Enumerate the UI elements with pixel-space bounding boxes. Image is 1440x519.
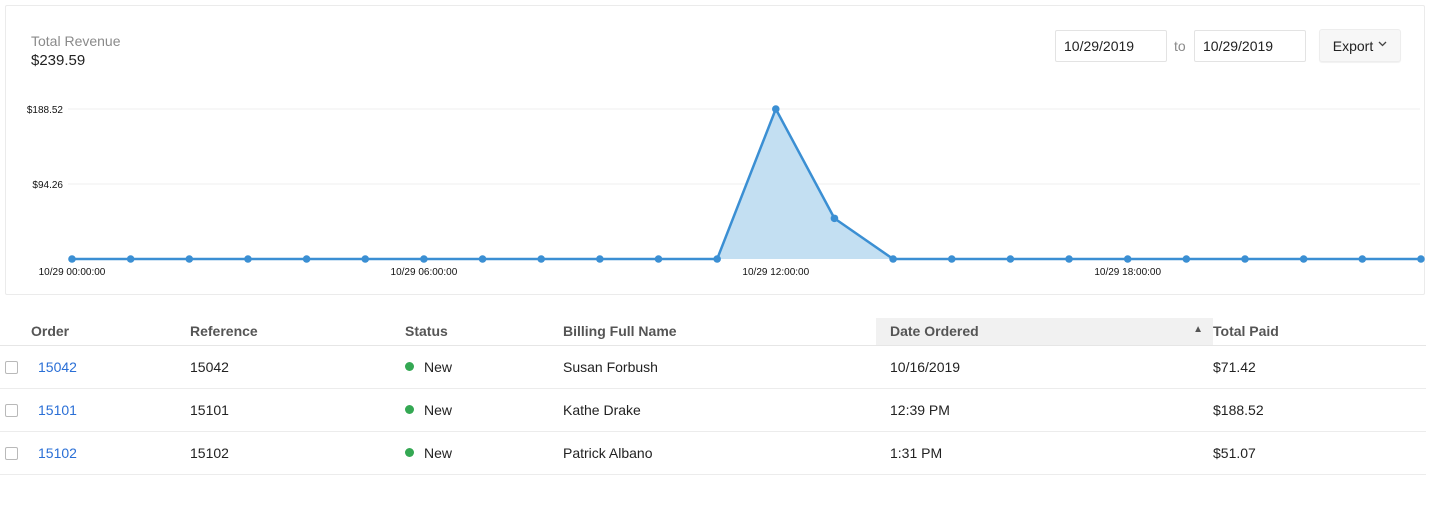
x-tick-label: 10/29 18:00:00 <box>1094 267 1161 278</box>
data-point <box>1417 255 1425 263</box>
date-range-to-label: to <box>1174 38 1186 54</box>
series-area <box>72 109 1421 259</box>
export-button-label: Export <box>1332 37 1374 54</box>
data-point <box>1065 255 1073 263</box>
data-point <box>772 105 780 113</box>
table-row[interactable]: 15101 15101 New Kathe Drake 12:39 PM $18… <box>0 388 1426 432</box>
column-header-status[interactable]: Status <box>405 318 563 346</box>
date-ordered-cell: 1:31 PM <box>876 431 1213 475</box>
date-ordered-cell: 12:39 PM <box>876 388 1213 432</box>
data-point <box>654 255 663 263</box>
row-checkbox[interactable] <box>5 361 18 375</box>
table-row[interactable]: 15102 15102 New Patrick Albano 1:31 PM $… <box>0 431 1426 475</box>
data-point <box>185 255 194 263</box>
date-ordered-cell: 10/16/2019 <box>876 345 1213 389</box>
data-point <box>1241 255 1249 263</box>
reference-cell: 15102 <box>190 431 405 475</box>
status-cell: New <box>405 388 563 432</box>
chevron-down-icon <box>1378 39 1387 50</box>
data-point <box>889 255 897 263</box>
column-header-billing-name-label: Billing Full Name <box>563 323 677 340</box>
data-point <box>302 255 311 263</box>
row-select-cell <box>0 345 27 389</box>
billing-name-cell: Kathe Drake <box>563 388 876 432</box>
x-tick-label: 10/29 00:00:00 <box>39 267 106 278</box>
data-point <box>596 255 604 263</box>
total-paid-cell: $51.07 <box>1213 431 1426 475</box>
table-row[interactable]: 15042 15042 New Susan Forbush 10/16/2019… <box>0 345 1426 389</box>
status-label: New <box>424 358 453 375</box>
data-point <box>244 255 252 263</box>
order-cell: 15042 <box>27 345 190 389</box>
y-tick-label: $94.26 <box>32 180 63 191</box>
row-select-cell <box>0 431 27 475</box>
x-tick-label: 10/29 06:00:00 <box>391 267 458 278</box>
table-header-row: Order Reference Status Billing Full Name… <box>0 318 1426 346</box>
data-point <box>361 255 370 263</box>
total-revenue-value: $239.59 <box>31 52 86 69</box>
data-point <box>420 255 428 263</box>
total-paid-cell: $71.42 <box>1213 345 1426 389</box>
total-revenue-label: Total Revenue <box>31 33 121 49</box>
status-dot-icon <box>405 362 414 372</box>
data-point <box>1182 255 1191 263</box>
data-point <box>68 255 76 263</box>
column-header-status-label: Status <box>405 323 448 340</box>
status-dot-icon <box>405 448 414 458</box>
column-header-order[interactable]: Order <box>27 318 190 346</box>
order-link[interactable]: 15101 <box>38 401 77 418</box>
revenue-chart: $188.52 $94.26 10/29 00:00:00 10/29 06:00:0… <box>27 105 1425 278</box>
status-cell: New <box>405 345 563 389</box>
billing-name-cell: Susan Forbush <box>563 345 876 389</box>
data-point <box>1123 255 1132 263</box>
orders-table: Order Reference Status Billing Full Name… <box>0 318 1426 475</box>
status-cell: New <box>405 431 563 475</box>
date-from-input[interactable] <box>1055 30 1167 62</box>
data-point <box>478 255 487 263</box>
column-header-total-paid-label: Total Paid <box>1213 323 1279 340</box>
row-checkbox[interactable] <box>5 447 18 461</box>
reference-cell: 15042 <box>190 345 405 389</box>
data-point <box>1358 255 1367 263</box>
data-point <box>1299 255 1308 263</box>
y-tick-label: $188.52 <box>27 105 64 116</box>
data-point <box>947 255 956 263</box>
order-cell: 15102 <box>27 431 190 475</box>
status-dot-icon <box>405 405 414 415</box>
row-select-cell <box>0 388 27 432</box>
order-link[interactable]: 15102 <box>38 444 77 461</box>
column-header-billing-name[interactable]: Billing Full Name <box>563 318 876 346</box>
status-label: New <box>424 401 453 418</box>
header-select-column <box>0 318 27 346</box>
data-point <box>713 255 721 263</box>
billing-name-cell: Patrick Albano <box>563 431 876 475</box>
x-tick-label: 10/29 12:00:00 <box>742 267 809 278</box>
data-point <box>126 255 135 263</box>
data-point <box>537 255 545 263</box>
total-paid-cell: $188.52 <box>1213 388 1426 432</box>
order-link[interactable]: 15042 <box>38 358 77 375</box>
reference-cell: 15101 <box>190 388 405 432</box>
sort-ascending-icon: ▲ <box>1193 324 1203 336</box>
series-line <box>72 107 1421 261</box>
row-checkbox[interactable] <box>5 404 18 418</box>
column-header-total-paid[interactable]: Total Paid <box>1213 318 1426 346</box>
column-header-date-ordered[interactable]: Date Ordered ▲ <box>876 318 1213 346</box>
date-to-input[interactable] <box>1194 30 1306 62</box>
column-header-reference[interactable]: Reference <box>190 318 405 346</box>
status-label: New <box>424 444 453 461</box>
column-header-reference-label: Reference <box>190 323 258 340</box>
order-cell: 15101 <box>27 388 190 432</box>
revenue-panel: Total Revenue $239.59 to Export <box>5 5 1425 295</box>
data-point <box>1006 255 1015 263</box>
data-point <box>830 214 839 223</box>
column-header-date-ordered-label: Date Ordered <box>890 323 979 340</box>
export-button[interactable]: Export <box>1319 29 1401 62</box>
column-header-order-label: Order <box>31 323 70 340</box>
